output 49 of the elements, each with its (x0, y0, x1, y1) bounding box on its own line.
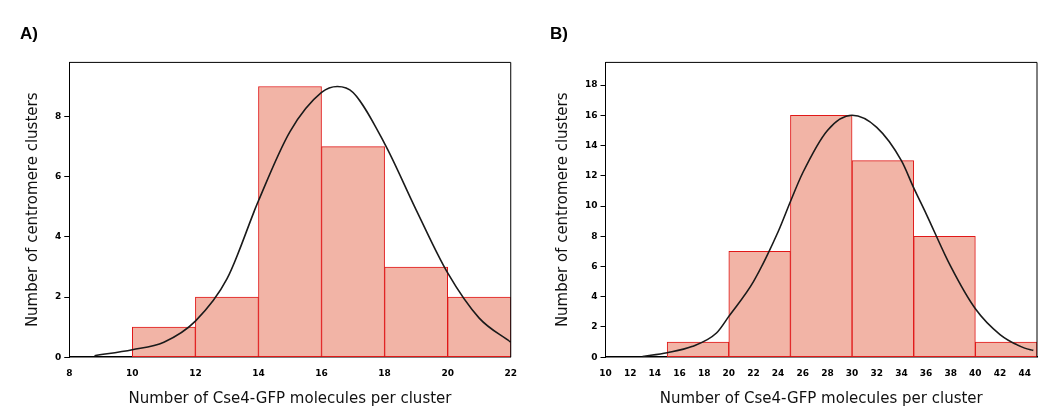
y-tick-label: 2 (591, 321, 598, 332)
x-tick-label: 20 (722, 367, 736, 378)
x-tick-label: 36 (919, 367, 933, 378)
x-tick-label: 10 (599, 367, 612, 378)
x-tick-label: 30 (845, 367, 859, 378)
y-axis-title: Number of centromere clusters (552, 92, 571, 328)
x-tick-label: 40 (969, 367, 982, 378)
y-tick-label: 12 (584, 170, 598, 181)
x-tick-label: 38 (944, 367, 957, 378)
line-series (641, 114, 1035, 358)
y-tick-label: 4 (55, 231, 62, 242)
y-tick-label: 6 (55, 171, 62, 182)
y-tick-label: 6 (591, 260, 598, 271)
y-tick-label: 18 (584, 79, 598, 90)
line-series (93, 85, 511, 357)
x-tick-label: 28 (821, 367, 834, 378)
x-axis-title: Number of Cse4-GFP molecules per cluster (128, 388, 453, 407)
x-tick-label: 10 (126, 367, 139, 378)
x-tick-label: 42 (993, 367, 1007, 378)
chart-title: B) (550, 23, 568, 43)
x-tick-label: 12 (189, 367, 202, 378)
y-tick-label: 16 (584, 109, 598, 120)
x-tick-label: 44 (1018, 367, 1031, 378)
x-tick-label: 24 (771, 367, 785, 378)
x-tick-label: 18 (378, 367, 391, 378)
x-tick-label: 14 (648, 367, 662, 378)
y-axis-title: Number of centromere clusters (22, 92, 41, 328)
chart-title: A) (20, 23, 38, 43)
x-tick-label: 34 (895, 367, 908, 378)
x-tick-label: 20 (441, 367, 454, 378)
y-tick-label: 0 (55, 351, 62, 362)
y-tick-label: 2 (55, 291, 62, 302)
x-tick-label: 18 (697, 367, 711, 378)
x-tick-label: 12 (623, 367, 637, 378)
x-tick-label: 16 (315, 367, 328, 378)
y-tick-label: 14 (584, 139, 598, 150)
y-tick-label: 4 (591, 291, 598, 302)
x-tick-label: 22 (747, 367, 760, 378)
x-tick-label: 16 (673, 367, 686, 378)
y-tick-label: 10 (584, 200, 598, 211)
y-tick-label: 0 (591, 351, 598, 362)
x-tick-label: 14 (252, 367, 265, 378)
x-tick-label: 32 (870, 367, 883, 378)
y-tick-label: 8 (55, 110, 62, 121)
y-tick-label: 8 (591, 230, 598, 241)
x-tick-label: 8 (66, 367, 73, 378)
x-axis-title: Number of Cse4-GFP molecules per cluster (659, 388, 984, 407)
x-tick-label: 22 (504, 367, 517, 378)
x-tick-label: 26 (796, 367, 810, 378)
